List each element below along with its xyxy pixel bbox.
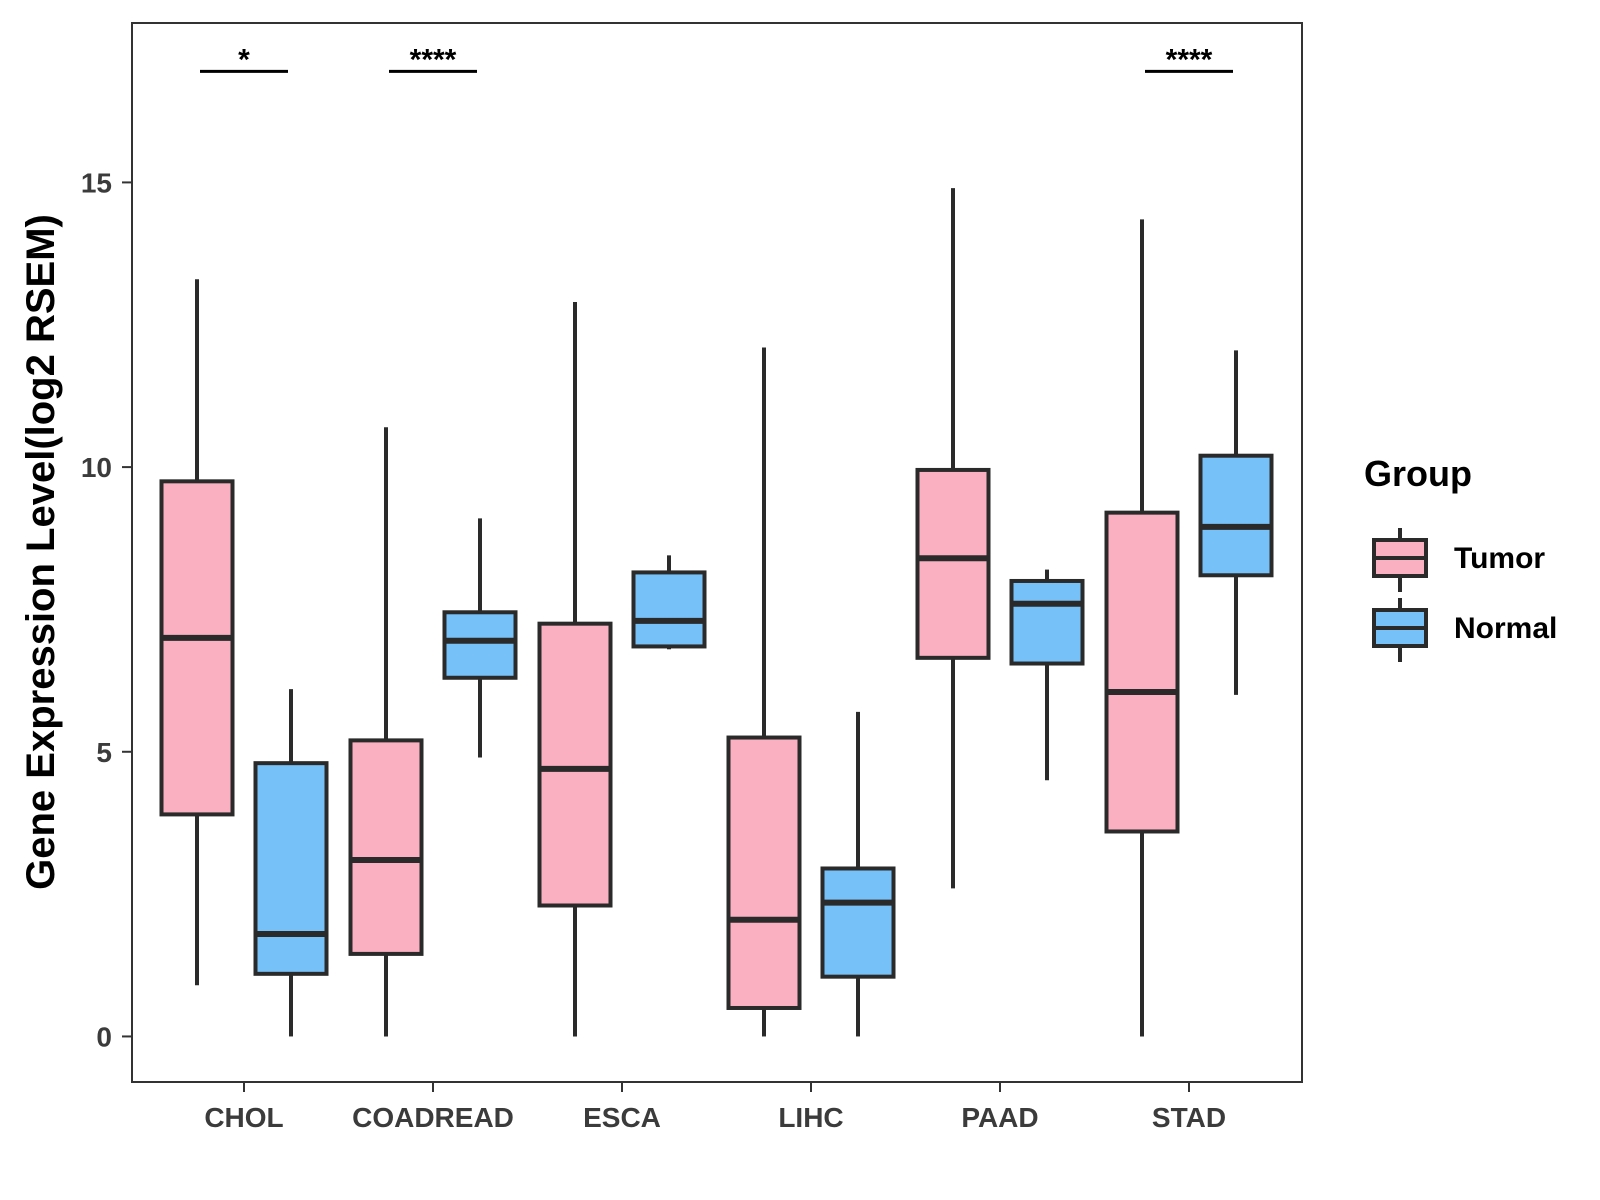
box-tumor-lihc: [726, 735, 802, 1010]
legend-title: Group: [1364, 453, 1472, 494]
box-normal-paad: [1009, 578, 1085, 666]
y-tick-label-10: 10: [81, 452, 112, 483]
y-tick-label-0: 0: [96, 1021, 112, 1052]
box-normal-stad: [1198, 453, 1274, 578]
legend-label-tumor: Tumor: [1454, 542, 1545, 575]
box-normal-chol: [253, 761, 329, 976]
x-tick-label-stad: STAD: [1152, 1102, 1226, 1133]
y-tick-label-15: 15: [81, 167, 112, 198]
legend: Group Tumor Normal: [1364, 453, 1557, 662]
box-normal-lihc: [820, 866, 896, 979]
x-tick-label-coadread: COADREAD: [352, 1102, 514, 1133]
x-tick-label-chol: CHOL: [204, 1102, 283, 1133]
box-tumor-stad: [1104, 510, 1180, 834]
x-tick-label-esca: ESCA: [583, 1102, 661, 1133]
box-normal-esca: [631, 570, 707, 649]
y-tick-label-5: 5: [96, 737, 112, 768]
box-tumor-paad: [915, 467, 991, 660]
box-tumor-coadread: [348, 738, 424, 956]
y-axis-title: Gene Expression Level(log2 RSEM): [19, 214, 63, 890]
box-tumor-esca: [537, 621, 613, 908]
significance-label-coadread: ****: [410, 43, 457, 76]
significance-label-chol: *: [238, 43, 250, 76]
x-tick-label-lihc: LIHC: [778, 1102, 843, 1133]
box-tumor-chol: [159, 479, 235, 817]
legend-label-normal: Normal: [1454, 612, 1557, 645]
x-tick-label-paad: PAAD: [961, 1102, 1038, 1133]
significance-label-stad: ****: [1166, 43, 1213, 76]
box-normal-coadread: [442, 610, 518, 680]
